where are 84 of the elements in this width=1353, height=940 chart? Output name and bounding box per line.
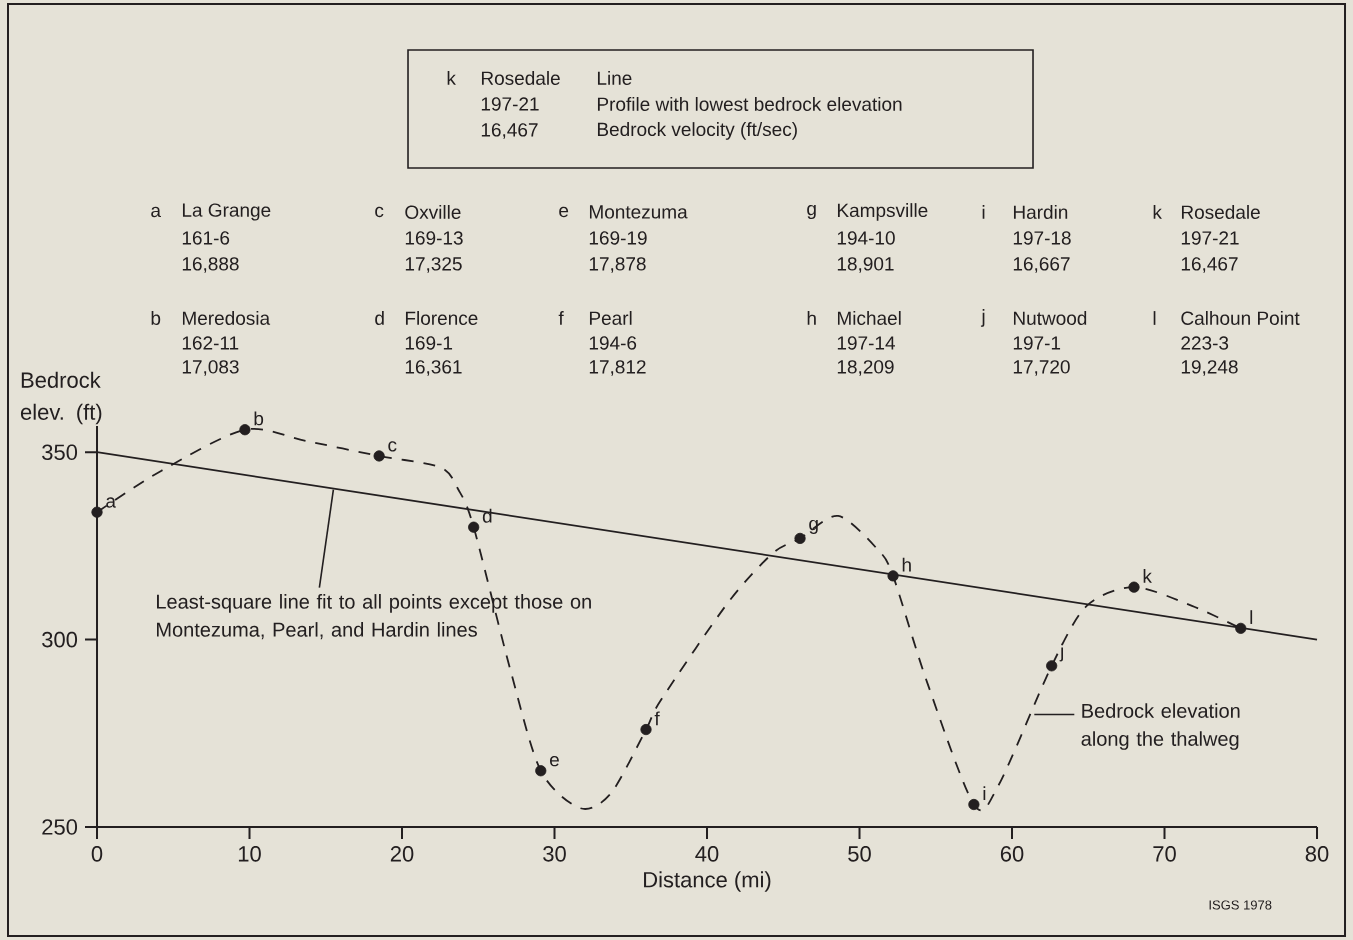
annotation: k [1143,568,1152,583]
text: 161-6 [182,231,230,245]
text: Kampsville [837,203,928,221]
annotation: e [550,755,559,767]
text: Oxville [405,205,461,219]
text: Hardin [1013,205,1068,219]
text: 17,812 [589,360,646,376]
text: 19,248 [1181,360,1238,376]
text: f [558,311,564,325]
text: 16,467 [481,123,538,139]
text: 17,325 [405,257,462,273]
text: 194-10 [837,231,895,245]
text: 17,878 [589,257,646,273]
annotation: l [1250,610,1253,624]
x-tick-label: 50 [848,846,871,862]
text: Michael [837,311,901,325]
text: i [982,205,985,219]
text: Profile with lowest bedrock elevation [597,97,902,111]
text: 16,888 [182,257,239,273]
text: 18,901 [837,257,894,273]
annotation: d [482,508,492,523]
x-tick-label: 60 [1000,846,1024,862]
text: 16,361 [405,360,462,376]
text: Florence [405,311,478,325]
x-tick-label: 20 [390,846,414,862]
annotation: j [1059,643,1064,662]
text: 197-14 [837,336,895,350]
annotation: i [983,786,986,801]
text: 197-21 [481,97,539,111]
text: 197-18 [1013,231,1071,245]
text: Line [597,71,632,85]
text: 162-11 [182,336,239,350]
text: e [559,206,569,218]
x-tick-label: 40 [695,846,719,862]
text: Bedrock velocity (ft/sec) [597,122,797,140]
text: 16,667 [1013,257,1070,273]
text: g [807,204,816,220]
text: j [980,309,985,327]
text: l [1153,311,1156,325]
annotation: h [902,557,911,572]
x-tick-label: 80 [1305,846,1329,862]
text: h [807,311,816,325]
annotation: f [654,711,660,726]
x-axis-title: Distance (mi) [644,871,771,892]
text: Montezuma [589,205,688,219]
x-tick-label: 10 [238,846,261,862]
text: 16,467 [1181,257,1238,273]
y-axis-title: Bedrock elev. (ft) [20,371,102,425]
y-tick-label: 350 [42,444,78,461]
text: Rosedale [1181,205,1260,219]
x-tick-label: 30 [543,846,566,862]
text: La Grange [182,203,271,221]
text: 17,083 [182,360,239,376]
text: 194-6 [589,336,637,350]
annotation: Bedrock elevation along the thalweg [1081,703,1240,750]
annotation: b [254,411,264,426]
text: c [375,206,384,218]
text: 169-19 [589,231,647,245]
text: Rosedale [481,71,560,85]
x-tick-label: 0 [91,846,103,862]
y-tick-label: 250 [42,819,78,835]
text: Meredosia [182,311,271,325]
text: k [447,71,456,85]
text: Calhoun Point [1181,311,1300,325]
text: b [151,311,161,325]
text: a [151,206,161,218]
text: 169-1 [405,336,453,350]
text: 223-3 [1181,336,1229,350]
text: 17,720 [1013,360,1070,376]
text: 169-13 [405,231,463,245]
text: 18,209 [837,360,894,376]
text: Pearl [589,311,632,325]
annotation: Least-square line fit to all points except those on Montezuma, Pearl, and Hardin lines [157,594,591,640]
text: ISGS 1978 [1209,900,1272,910]
annotation: g [809,519,818,535]
annotation: c [388,441,397,452]
text: 197-1 [1013,336,1061,350]
y-tick-label: 300 [42,631,78,648]
x-tick-label: 70 [1153,846,1176,862]
annotation: a [106,497,116,508]
text: Nutwood [1013,311,1087,325]
text: 197-21 [1181,231,1239,245]
text: k [1153,205,1162,219]
text: d [375,311,384,325]
